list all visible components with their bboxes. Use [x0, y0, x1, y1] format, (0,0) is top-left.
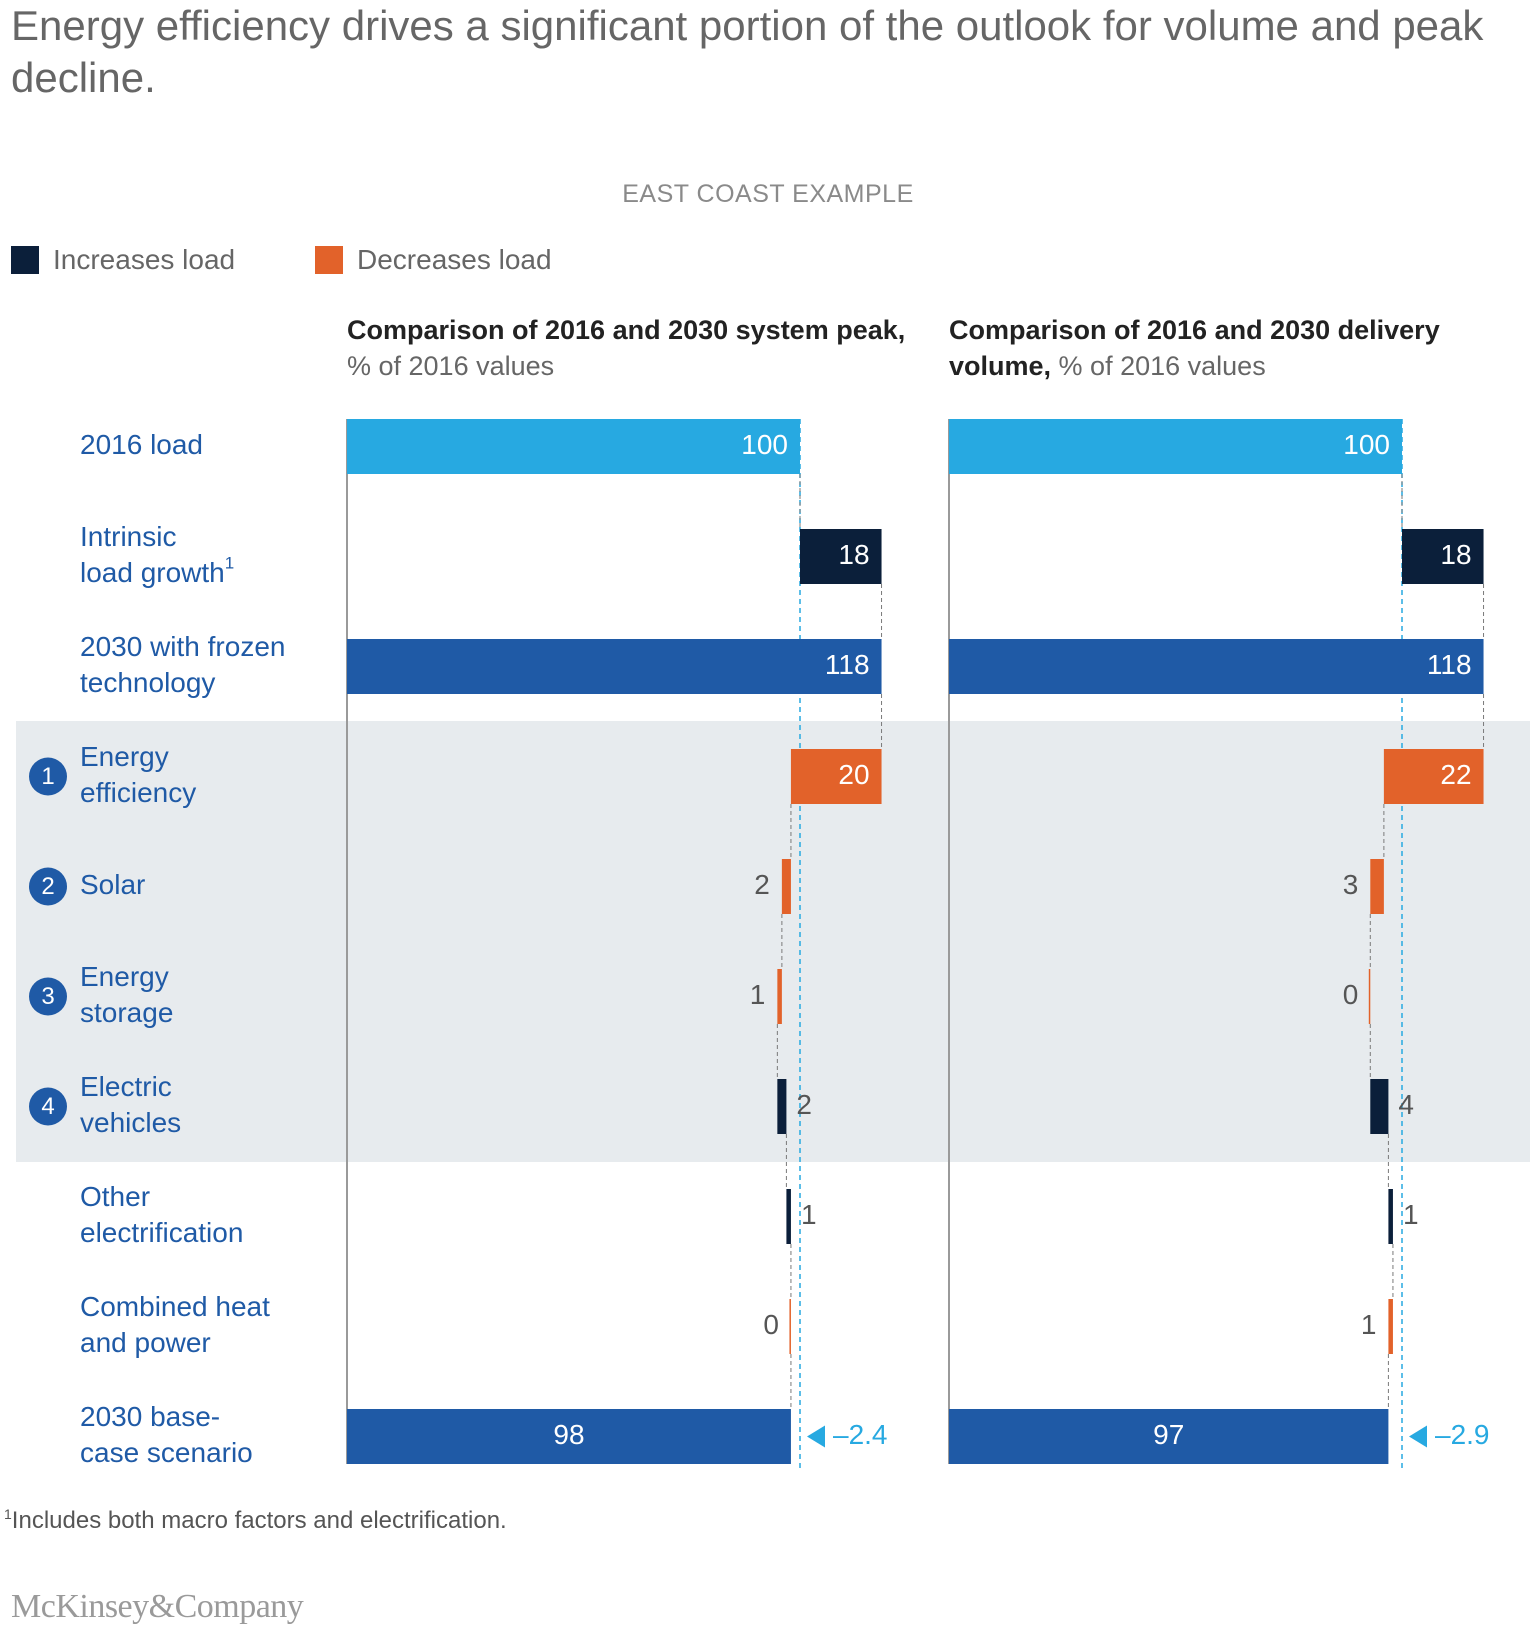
- volume-bar-energy-efficiency-label: 22: [1440, 759, 1471, 790]
- peak-bar-energy-storage: [777, 969, 782, 1024]
- row-label-intrinsic-load-growth-line1: Intrinsic: [80, 521, 176, 552]
- panel-title-volume-bold: Comparison of 2016 and 2030 delivery vol…: [949, 315, 1440, 381]
- row-label-solar-line1: Solar: [80, 869, 145, 900]
- volume-bar-other-electrification: [1388, 1189, 1393, 1244]
- volume-bar-2030-with-frozen-technology: [949, 639, 1484, 694]
- peak-bar-other-electrification-label: 1: [801, 1199, 817, 1230]
- legend-item-decreases: Decreases load: [315, 244, 552, 276]
- footnote-text: Includes both macro factors and electrif…: [11, 1507, 507, 1534]
- row-label-2030-with-frozen-technology-line2: technology: [80, 667, 215, 698]
- row-label-electric-vehicles-badge-number: 4: [41, 1093, 54, 1120]
- volume-bar-electric-vehicles-label: 4: [1398, 1089, 1414, 1120]
- panel-title-peak: Comparison of 2016 and 2030 system peak,…: [347, 312, 907, 384]
- row-label-energy-storage-badge-number: 3: [41, 983, 54, 1010]
- volume-delta-label: –2.9: [1435, 1419, 1490, 1450]
- peak-bar-2030-with-frozen-technology-label: 118: [825, 649, 870, 680]
- peak-bar-combined-heat-and-power-label: 0: [763, 1309, 779, 1340]
- row-label-2030-base-case-scenario-line1: 2030 base-: [80, 1401, 220, 1432]
- row-label-energy-storage-badge: [29, 977, 67, 1016]
- panel-title-volume-unit: % of 2016 values: [1058, 351, 1266, 381]
- peak-bar-2030-base-case-scenario-label: 98: [553, 1419, 584, 1450]
- row-label-solar-badge: [29, 867, 67, 906]
- row-label-2016-load-line1: 2016 load: [80, 429, 203, 460]
- volume-bar-intrinsic-load-growth-label: 18: [1440, 539, 1471, 570]
- row-label-electric-vehicles-badge: [29, 1087, 67, 1126]
- panel-title-peak-unit: % of 2016 values: [347, 351, 555, 381]
- peak-bar-energy-efficiency: [790, 749, 882, 804]
- footnote: 1Includes both macro factors and electri…: [4, 1506, 507, 1535]
- peak-delta-arrow: [807, 1425, 825, 1448]
- row-label-intrinsic-load-growth-line2: load growth1: [80, 554, 234, 588]
- row-label-other-electrification-line1: Other: [80, 1181, 150, 1212]
- legend-label-decreases: Decreases load: [357, 244, 552, 275]
- peak-bar-solar-label: 2: [754, 869, 770, 900]
- row-label-energy-efficiency-badge-number: 1: [41, 763, 54, 790]
- peak-bar-2016-load: [347, 419, 800, 474]
- peak-bar-energy-efficiency-label: 20: [838, 759, 869, 790]
- footnote-marker: 1: [4, 1506, 12, 1522]
- row-label-energy-efficiency-line2: efficiency: [80, 777, 196, 808]
- volume-bar-2030-base-case-scenario-label: 97: [1153, 1419, 1184, 1450]
- volume-bar-solar-label: 3: [1343, 869, 1359, 900]
- volume-bar-electric-vehicles: [1370, 1079, 1389, 1134]
- peak-bar-intrinsic-load-growth: [800, 529, 882, 584]
- highlight-band: [16, 721, 1530, 1162]
- panel-title-peak-bold: Comparison of 2016 and 2030 system peak,: [347, 315, 906, 345]
- volume-bar-2030-base-case-scenario: [949, 1409, 1389, 1464]
- volume-bar-energy-efficiency: [1383, 749, 1484, 804]
- volume-bar-combined-heat-and-power-label: 1: [1361, 1309, 1377, 1340]
- peak-bar-electric-vehicles: [777, 1079, 787, 1134]
- volume-delta-arrow: [1409, 1425, 1427, 1448]
- peak-bar-2030-with-frozen-technology: [347, 639, 882, 694]
- volume-bar-intrinsic-load-growth: [1402, 529, 1484, 584]
- row-label-2030-with-frozen-technology-line1: 2030 with frozen: [80, 631, 285, 662]
- row-label-energy-storage-line1: Energy: [80, 961, 169, 992]
- row-label-electric-vehicles-line1: Electric: [80, 1071, 172, 1102]
- chart-title: Energy efficiency drives a significant p…: [11, 2, 1484, 101]
- row-label-energy-efficiency-badge: [29, 757, 67, 796]
- peak-bar-intrinsic-load-growth-label: 18: [838, 539, 869, 570]
- peak-bar-combined-heat-and-power: [789, 1299, 791, 1354]
- row-label-combined-heat-and-power-line2: and power: [80, 1327, 211, 1358]
- volume-bar-energy-storage: [1368, 969, 1371, 1024]
- row-label-combined-heat-and-power-line1: Combined heat: [80, 1291, 270, 1322]
- volume-bar-solar: [1370, 859, 1384, 914]
- legend-swatch-decreases: [315, 246, 343, 274]
- volume-bar-other-electrification-label: 1: [1403, 1199, 1419, 1230]
- panel-title-volume: Comparison of 2016 and 2030 delivery vol…: [949, 312, 1509, 384]
- peak-delta-label: –2.4: [833, 1419, 888, 1450]
- brand-logo: McKinsey&Company: [11, 1588, 304, 1625]
- volume-bar-2016-load-label: 100: [1343, 429, 1390, 460]
- legend-label-increases: Increases load: [53, 244, 236, 275]
- volume-bar-2016-load: [949, 419, 1402, 474]
- row-label-2030-base-case-scenario-line2: case scenario: [80, 1437, 253, 1468]
- peak-bar-solar: [781, 859, 791, 914]
- peak-bar-other-electrification: [786, 1189, 791, 1244]
- row-label-other-electrification-line2: electrification: [80, 1217, 243, 1248]
- peak-bar-electric-vehicles-label: 2: [796, 1089, 812, 1120]
- row-label-energy-storage-line2: storage: [80, 997, 173, 1028]
- peak-bar-2016-load-label: 100: [741, 429, 788, 460]
- volume-bar-2030-with-frozen-technology-label: 118: [1427, 649, 1472, 680]
- volume-bar-energy-storage-label: 0: [1343, 979, 1359, 1010]
- legend-swatch-increases: [11, 246, 39, 274]
- peak-bar-energy-storage-label: 1: [750, 979, 766, 1010]
- row-label-energy-efficiency-line1: Energy: [80, 741, 169, 772]
- legend-item-increases: Increases load: [11, 244, 235, 276]
- peak-bar-2030-base-case-scenario: [347, 1409, 791, 1464]
- row-label-solar-badge-number: 2: [41, 873, 54, 900]
- row-label-electric-vehicles-line2: vehicles: [80, 1107, 181, 1138]
- chart-subtitle: EAST COAST EXAMPLE: [622, 180, 914, 208]
- volume-bar-combined-heat-and-power: [1388, 1299, 1393, 1354]
